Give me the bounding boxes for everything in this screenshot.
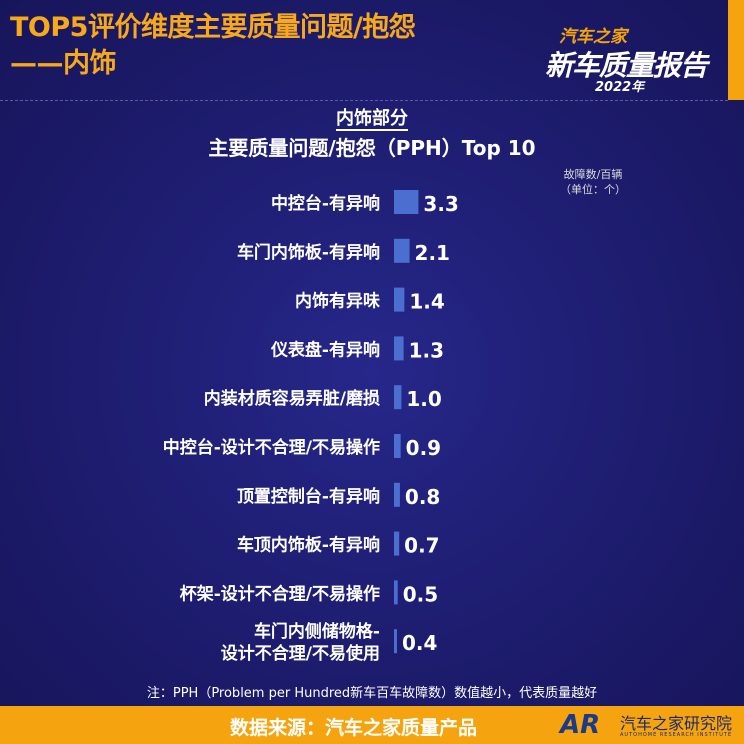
report-logo: 汽车之家 新车质量报告 2022年 xyxy=(545,14,725,95)
bar xyxy=(394,238,410,263)
category-label: 顶置控制台-有异响 xyxy=(237,486,380,507)
bar xyxy=(394,385,402,410)
logo-name: 新车质量报告 xyxy=(545,49,708,82)
unit-text: 故障数/百辆 xyxy=(563,168,623,181)
category-label: 车顶内饰板-有异响 xyxy=(237,535,380,556)
value-label: 0.8 xyxy=(405,485,440,509)
category-label: 杯架-设计不合理/不易操作 xyxy=(180,583,380,604)
bar xyxy=(394,190,419,214)
category-label: 设计不合理/不易使用 xyxy=(221,643,380,664)
unit-label: 故障数/百辆 （单位：个） xyxy=(560,167,626,197)
logo-year: 2022年 xyxy=(595,80,645,95)
accent-bar xyxy=(728,0,744,100)
category-label: 中控台-设计不合理/不易操作 xyxy=(163,437,380,458)
category-label: 仪表盘-有异响 xyxy=(270,339,380,360)
title-line1: TOP5评价维度主要质量问题/抱怨 xyxy=(10,12,416,43)
value-label: 1.0 xyxy=(406,387,441,411)
bar xyxy=(394,434,401,458)
bar xyxy=(394,531,400,556)
footer: 数据来源：汽车之家质量产品 AR 汽车之家研究院 AUTOHOME RESEAR… xyxy=(0,706,744,744)
bar xyxy=(394,482,400,507)
institute-name: 汽车之家研究院 xyxy=(620,714,733,733)
value-label: 2.1 xyxy=(415,241,450,265)
unit-sub: （单位：个） xyxy=(560,183,626,196)
category-label: 车门内侧储物格- xyxy=(254,621,380,642)
category-label: 内饰有异味 xyxy=(295,291,380,312)
category-label: 内装材质容易弄脏/磨损 xyxy=(204,388,380,409)
chart-title-text: 内饰部分 xyxy=(336,108,408,131)
logo-brand: 汽车之家 xyxy=(559,27,627,47)
bar xyxy=(394,287,405,312)
bar xyxy=(394,629,397,654)
value-label: 1.4 xyxy=(409,290,444,314)
data-source: 数据来源：汽车之家质量产品 xyxy=(230,717,478,739)
value-label: 0.9 xyxy=(406,436,441,460)
bar xyxy=(394,580,398,605)
institute-name-en: AUTOHOME RESEARCH INSTITUTE xyxy=(620,732,733,738)
category-label: 中控台-有异响 xyxy=(271,193,380,214)
value-label: 0.7 xyxy=(404,534,439,558)
value-label: 3.3 xyxy=(423,192,458,216)
value-label: 1.3 xyxy=(409,338,444,362)
title-line2: ——内饰 xyxy=(10,48,117,79)
category-label: 车门内饰板-有异响 xyxy=(237,242,380,263)
divider xyxy=(0,100,728,101)
chart-subtitle: 主要质量问题/抱怨（PPH）Top 10 xyxy=(208,136,536,160)
value-label: 0.5 xyxy=(403,582,438,606)
chart-title: 内饰部分 xyxy=(0,104,744,131)
bar xyxy=(394,336,404,361)
page-title: TOP5评价维度主要质量问题/抱怨 ——内饰 xyxy=(10,10,416,82)
footnote: 注：PPH（Problem per Hundred新车百车故障数）数值越小，代表… xyxy=(146,686,598,701)
value-label: 0.4 xyxy=(402,631,437,655)
institute-logo: AR xyxy=(560,710,601,740)
